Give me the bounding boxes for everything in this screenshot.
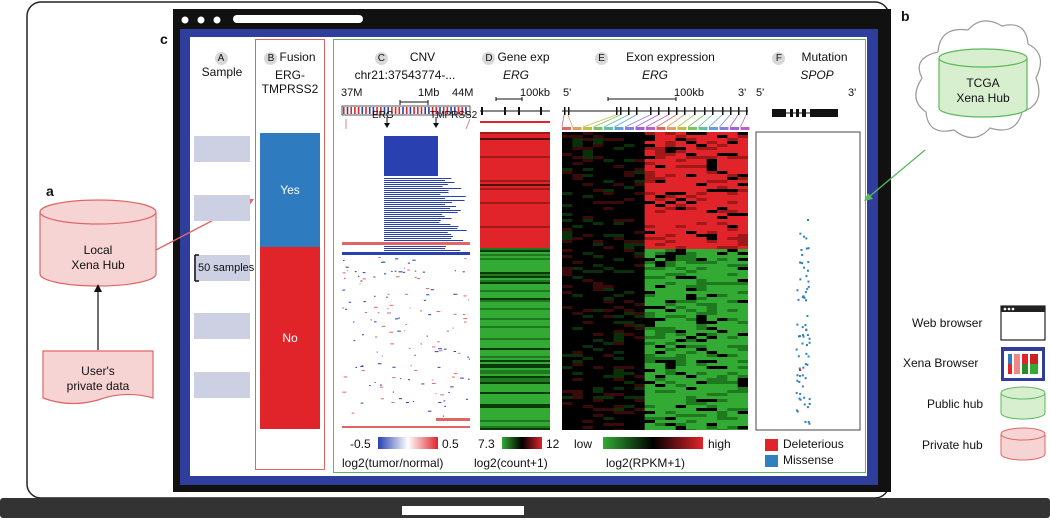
local-hub-label-1: Local — [83, 243, 113, 257]
mutation-track — [772, 109, 838, 117]
cnv-track — [341, 100, 471, 130]
local-hub-label-2: Xena Hub — [71, 258, 125, 272]
fusion-no-label: No — [282, 331, 298, 345]
fusion-no-block: No — [260, 247, 320, 429]
exonexp-legend-min: low — [574, 437, 593, 451]
fusion-yes-label: Yes — [280, 183, 300, 197]
tcga-hub-cylinder — [938, 48, 1028, 118]
col-exonexp-header: E Exon expression — [560, 50, 750, 65]
exonexp-three: 3' — [738, 87, 747, 99]
missense-label: Missense — [783, 453, 834, 467]
col-geneexp-subtitle: ERG — [502, 68, 529, 82]
tcga-hub-label-2: Xena Hub — [956, 91, 1010, 105]
col-fusion-letter: B — [264, 52, 278, 65]
arrow-private-to-local — [94, 284, 102, 350]
deleterious-swatch — [765, 438, 778, 451]
geneexp-legend-max: 12 — [546, 437, 560, 451]
public-data-frame — [333, 39, 866, 473]
exonexp-legend-gradient — [603, 437, 703, 449]
public-hub-icon — [1000, 386, 1046, 420]
panel-letter-b: b — [901, 8, 910, 24]
col-geneexp-letter: D — [482, 52, 496, 65]
private-data-document — [42, 350, 154, 405]
private-hub-icon — [1000, 427, 1046, 461]
col-fusion-title: Fusion — [279, 50, 316, 64]
col-cnv-title: CNV — [409, 50, 436, 64]
fusion-yes-block: Yes — [260, 133, 320, 247]
local-hub-cylinder — [39, 199, 157, 287]
col-mutation-title: Mutation — [801, 50, 848, 64]
col-fusion-header: B Fusion — [256, 50, 324, 65]
col-mutation-letter: F — [772, 52, 786, 65]
web-browser-icon — [1000, 305, 1046, 341]
col-sample-title: Sample — [201, 65, 243, 79]
cnv-gene-erg: ERG — [372, 110, 394, 121]
col-sample-letter: A — [214, 52, 228, 65]
exonexp-legend-title: log2(RPKM+1) — [606, 456, 686, 470]
cnv-pos-scale: 1Mb — [418, 87, 440, 99]
exonexp-scale: 100kb — [674, 87, 704, 99]
col-mutation-header: F Mutation — [756, 50, 864, 65]
col-sample-header: A Sample — [192, 50, 252, 79]
cnv-pos-left: 37M — [341, 87, 363, 99]
tcga-hub-label-1: TCGA — [966, 76, 1000, 90]
col-mutation-subtitle: SPOP — [800, 68, 834, 82]
key-public-hub-label: Public hub — [927, 397, 984, 411]
cnv-pos-right: 44M — [452, 87, 474, 99]
private-data-label-2: private data — [66, 379, 130, 393]
fusion-column-frame — [255, 39, 325, 470]
cnv-legend-title: log2(tumor/normal) — [342, 456, 444, 470]
geneexp-legend-title: log2(count+1) — [474, 456, 548, 470]
xena-browser-icon — [1001, 347, 1045, 381]
col-cnv-letter: C — [374, 52, 388, 65]
mutation-legend-missense: Missense — [765, 453, 834, 467]
exonexp-heatmap — [562, 132, 748, 430]
panel-letter-a: a — [46, 183, 54, 199]
key-web-browser-label: Web browser — [912, 316, 983, 330]
key-xena-browser-label: Xena Browser — [903, 356, 979, 370]
exonexp-track — [561, 97, 750, 130]
geneexp-scale: 100kb — [520, 87, 550, 99]
col-geneexp-header: D Gene exp — [476, 50, 556, 65]
exonexp-five: 5' — [563, 87, 572, 99]
col-cnv-header: C CNV — [340, 50, 470, 65]
col-exonexp-title: Exon expression — [626, 50, 715, 64]
mutation-three: 3' — [848, 87, 857, 99]
exonexp-legend-max: high — [708, 437, 731, 451]
geneexp-legend-min: 7.3 — [478, 437, 495, 451]
cnv-heatmap — [342, 132, 470, 430]
sample-scale-label: 50 samples — [198, 262, 255, 274]
cnv-legend-gradient — [378, 437, 438, 449]
col-geneexp-title: Gene exp — [497, 50, 550, 64]
col-fusion-subtitle: ERG- TMPRSS2 — [261, 68, 319, 96]
cnv-gene-tmprss2: TMPRSS2 — [430, 110, 478, 121]
mutation-legend-deleterious: Deleterious — [765, 437, 844, 451]
mutation-five: 5' — [756, 87, 765, 99]
col-cnv-subtitle: chr21:37543774-... — [354, 68, 456, 82]
cnv-legend-min: -0.5 — [350, 437, 371, 451]
cnv-legend-max: 0.5 — [442, 437, 459, 451]
panel-letter-c: c — [160, 31, 168, 47]
geneexp-legend-gradient — [502, 437, 542, 449]
geneexp-heatmap — [480, 132, 550, 430]
private-data-label-1: User's — [81, 364, 115, 378]
col-exonexp-letter: E — [595, 52, 609, 65]
mutation-plot — [755, 131, 861, 431]
key-private-hub-label: Private hub — [922, 438, 983, 452]
geneexp-track — [480, 97, 550, 123]
missense-swatch — [765, 454, 778, 467]
col-exonexp-subtitle: ERG — [641, 68, 668, 82]
sample-bars — [194, 136, 250, 398]
deleterious-label: Deleterious — [783, 437, 844, 451]
